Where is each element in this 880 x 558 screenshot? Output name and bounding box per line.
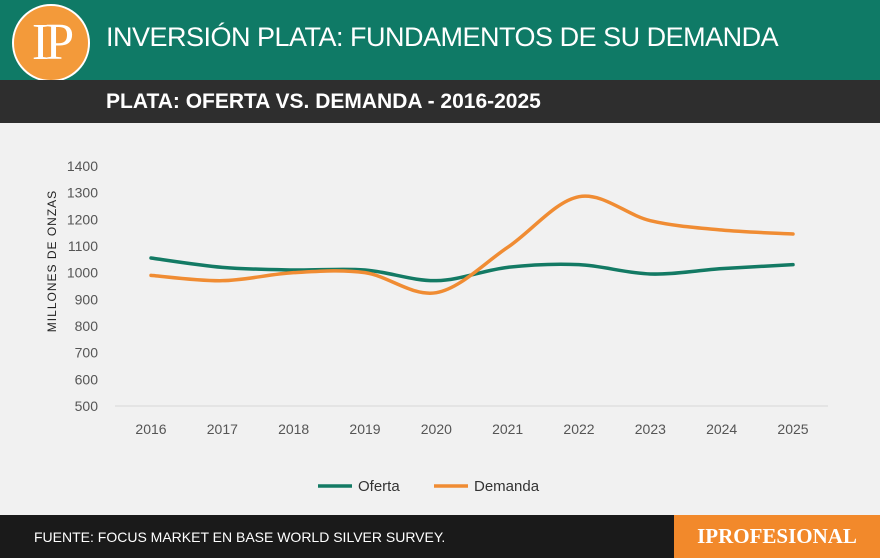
y-tick-label: 500	[75, 398, 99, 414]
x-tick-label: 2022	[563, 421, 594, 437]
y-tick-label: 700	[75, 345, 99, 361]
x-tick-label: 2016	[135, 421, 166, 437]
line-chart: 500 600 700 800 900 1000 1100 1200 1300 1400 2016…	[45, 158, 828, 495]
ip-logo: IP	[12, 4, 90, 82]
y-tick-label: 600	[75, 371, 99, 387]
x-tick-label: 2025	[777, 421, 808, 437]
y-tick-label: 800	[75, 318, 99, 334]
y-tick-label: 1400	[67, 158, 98, 174]
x-tick-label: 2018	[278, 421, 309, 437]
x-tick-label: 2021	[492, 421, 523, 437]
page-title: INVERSIÓN PLATA: FUNDAMENTOS DE SU DEMAN…	[106, 22, 779, 52]
y-tick-label: 1000	[67, 265, 98, 281]
legend: Oferta Demanda	[318, 478, 540, 495]
y-axis-label: MILLONES DE ONZAS	[45, 190, 59, 332]
header-bar: IP INVERSIÓN PLATA: FUNDAMENTOS DE SU DE…	[0, 0, 880, 82]
y-tick-label: 1300	[67, 185, 98, 201]
y-tick-label: 1200	[67, 211, 98, 227]
x-tick-label: 2019	[349, 421, 380, 437]
footer-bar: FUENTE: FOCUS MARKET EN BASE WORLD SILVE…	[0, 515, 880, 558]
source-note: FUENTE: FOCUS MARKET EN BASE WORLD SILVE…	[34, 529, 446, 545]
y-tick-label: 1100	[68, 238, 98, 254]
brand-logo: IPROFESIONAL	[674, 515, 880, 558]
chart-title: PLATA: OFERTA VS. DEMANDA - 2016-2025	[106, 90, 541, 113]
x-tick-label: 2023	[635, 421, 666, 437]
subheader-bar: PLATA: OFERTA VS. DEMANDA - 2016-2025	[0, 80, 880, 123]
x-tick-label: 2017	[207, 421, 238, 437]
chart-area: 500 600 700 800 900 1000 1100 1200 1300 1400 2016…	[0, 123, 880, 515]
x-tick-label: 2024	[706, 421, 737, 437]
y-tick-label: 900	[75, 291, 99, 307]
x-tick-label: 2020	[421, 421, 452, 437]
legend-label-demanda: Demanda	[474, 478, 540, 495]
legend-label-oferta: Oferta	[358, 478, 400, 495]
series-line-demanda	[149, 194, 795, 295]
